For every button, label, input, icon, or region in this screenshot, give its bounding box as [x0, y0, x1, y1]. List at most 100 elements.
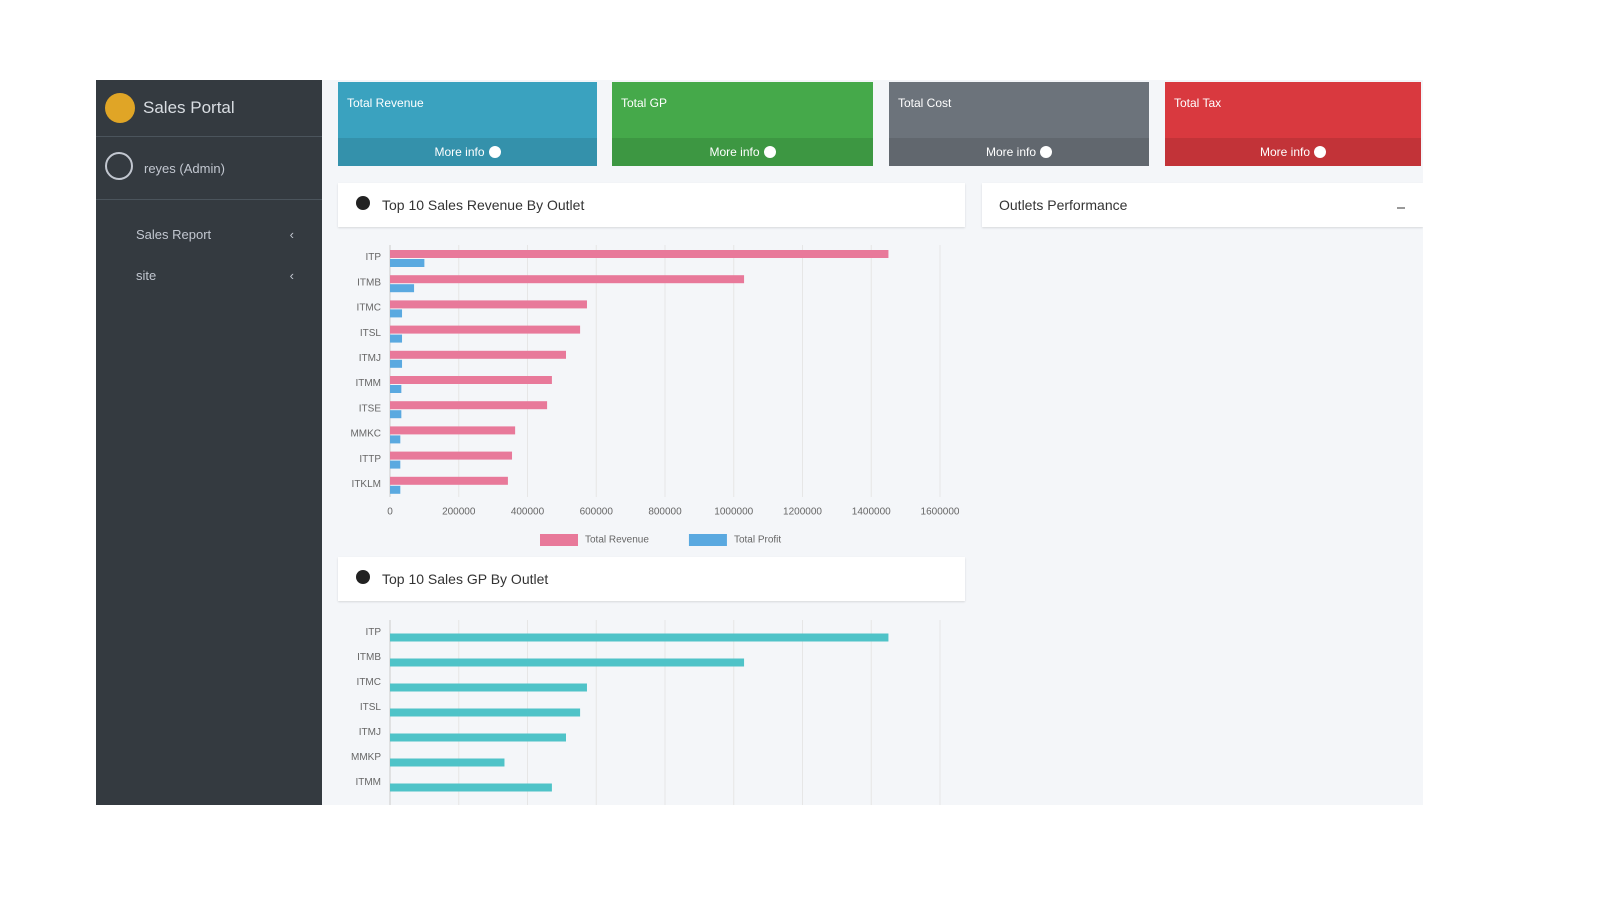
- bar: [390, 359, 403, 368]
- more-info-text: More info: [434, 145, 485, 159]
- brand-name: Sales Portal: [143, 98, 235, 117]
- y-tick-label: ITSL: [360, 702, 382, 713]
- x-tick-label: 1200000: [783, 507, 822, 518]
- x-tick-label: 1000000: [714, 507, 753, 518]
- arrow-icon: [1040, 146, 1053, 158]
- y-tick-label: ITMJ: [359, 353, 381, 364]
- y-tick-label: ITMM: [355, 777, 381, 788]
- brand-logo: [105, 93, 135, 123]
- y-tick-label: ITP: [365, 252, 381, 263]
- bar: [390, 259, 425, 267]
- y-tick-label: ITMJ: [359, 727, 381, 738]
- info-box-title: Total GP: [621, 96, 668, 110]
- y-tick-label: ITSL: [360, 328, 382, 339]
- bar: [390, 325, 581, 334]
- chart-icon: [356, 570, 370, 584]
- bar: [390, 658, 745, 667]
- y-tick-label: ITMB: [357, 277, 381, 288]
- more-info-link[interactable]: More info: [338, 138, 597, 166]
- bar: [390, 708, 581, 717]
- sidebar: Sales Portal reyes (Admin) Sales Report ‹…: [96, 80, 322, 805]
- chart: ITP ITMB ITMC ITSL ITMJ MMKP ITMM: [351, 620, 941, 805]
- bar: [390, 451, 513, 460]
- menu-item[interactable]: Sales Report ‹: [136, 227, 306, 242]
- bar: [390, 300, 587, 309]
- bar: [390, 284, 415, 293]
- bar: [390, 758, 505, 767]
- info-box: Total Cost More info: [889, 82, 1149, 166]
- more-info-link[interactable]: More info: [1165, 138, 1421, 166]
- arrow-icon: [488, 146, 501, 158]
- y-tick-label: MMKC: [350, 429, 381, 440]
- info-box: Total Revenue More info: [338, 82, 597, 166]
- more-info-link[interactable]: More info: [612, 138, 873, 166]
- bar: [390, 334, 403, 343]
- chart-title: Top 10 Sales GP By Outlet: [382, 571, 549, 587]
- x-tick-label: 200000: [442, 507, 476, 518]
- menu-label: site: [136, 268, 157, 283]
- menu-label: Sales Report: [136, 227, 212, 242]
- info-box-title: Total Cost: [898, 96, 952, 110]
- y-tick-label: MMKP: [351, 752, 381, 763]
- legend-swatch: [688, 534, 727, 546]
- bar: [390, 250, 889, 258]
- collapse-button[interactable]: [1397, 207, 1405, 209]
- y-tick-label: ITMC: [357, 677, 381, 688]
- bar: [390, 350, 566, 359]
- y-tick-label: ITKLM: [352, 479, 381, 490]
- bar: [390, 410, 402, 419]
- bar: [390, 401, 548, 410]
- menu-item[interactable]: site ‹: [136, 268, 306, 283]
- bar: [390, 476, 508, 485]
- chart: 0 200000 400000 600000 800000 1000000 1200000 1…: [350, 245, 960, 546]
- bar: [390, 426, 516, 435]
- x-tick-label: 800000: [648, 507, 682, 518]
- menu-chevron: ‹: [289, 268, 294, 283]
- more-info-text: More info: [985, 145, 1037, 159]
- more-info-text: More info: [1259, 145, 1311, 159]
- y-tick-label: ITSE: [359, 403, 382, 414]
- chart-icon: [356, 196, 370, 210]
- x-tick-label: 400000: [511, 507, 545, 518]
- arrow-icon: [763, 146, 776, 158]
- x-tick-label: 1400000: [852, 507, 891, 518]
- x-tick-label: 1600000: [921, 507, 960, 518]
- bar: [390, 309, 403, 318]
- legend-swatch: [540, 534, 578, 546]
- bar: [390, 385, 402, 393]
- card-header: Top 10 Sales Revenue By Outlet: [338, 183, 965, 227]
- legend-label: Total Profit: [734, 535, 781, 546]
- y-tick-label: ITMM: [355, 378, 381, 389]
- bar: [390, 460, 401, 469]
- brand[interactable]: Sales Portal: [96, 80, 322, 137]
- user-name: reyes (Admin): [144, 161, 225, 176]
- info-box-title: Total Revenue: [347, 96, 424, 110]
- bar: [390, 783, 552, 792]
- bar: [390, 733, 566, 742]
- chart-title: Top 10 Sales Revenue By Outlet: [382, 197, 585, 213]
- bar: [390, 275, 745, 284]
- x-tick-label: 600000: [580, 507, 614, 518]
- info-box: Total Tax More info: [1165, 82, 1421, 166]
- y-tick-label: ITMB: [357, 652, 381, 663]
- user-avatar: [105, 152, 133, 180]
- bar: [390, 683, 587, 692]
- card-header: Top 10 Sales GP By Outlet: [338, 557, 965, 601]
- y-tick-label: ITMC: [357, 303, 381, 314]
- outlets-panel-header: Outlets Performance: [982, 183, 1423, 227]
- app-frame: Sales Portal reyes (Admin) Sales Report ‹…: [96, 80, 1423, 805]
- arrow-icon: [1314, 146, 1327, 158]
- legend-label: Total Revenue: [585, 535, 649, 546]
- user-panel[interactable]: reyes (Admin): [96, 137, 322, 200]
- panel-title: Outlets Performance: [999, 197, 1128, 213]
- more-info-link[interactable]: More info: [889, 138, 1149, 166]
- bar: [390, 633, 889, 642]
- more-info-text: More info: [709, 145, 760, 159]
- bar: [390, 485, 401, 494]
- bar: [390, 435, 401, 444]
- menu-chevron: ‹: [289, 227, 294, 242]
- y-tick-label: ITTP: [359, 454, 381, 465]
- x-tick-label: 0: [387, 507, 393, 518]
- y-tick-label: ITP: [365, 627, 381, 638]
